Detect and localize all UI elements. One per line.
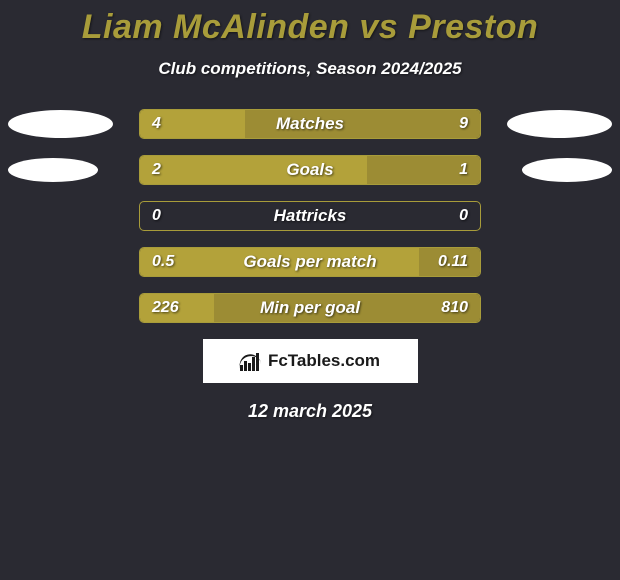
stat-value-left: 0.5 (152, 253, 174, 271)
chart-icon (240, 351, 264, 371)
watermark-box: FcTables.com (203, 339, 418, 383)
stat-value-left: 2 (152, 161, 161, 179)
stat-bar: 226 Min per goal 810 (139, 293, 481, 323)
player-logo-left (8, 158, 98, 182)
stat-row: 226 Min per goal 810 (0, 293, 620, 323)
stat-label: Goals per match (243, 252, 376, 272)
stat-value-left: 4 (152, 115, 161, 133)
player-logo-left (8, 110, 113, 138)
stat-row: 0.5 Goals per match 0.11 (0, 247, 620, 277)
stat-bar: 4 Matches 9 (139, 109, 481, 139)
stat-bar: 0.5 Goals per match 0.11 (139, 247, 481, 277)
stat-row: 4 Matches 9 (0, 109, 620, 139)
stat-label: Matches (276, 114, 344, 134)
stat-value-right: 0.11 (438, 253, 468, 271)
date-label: 12 march 2025 (0, 401, 620, 422)
stat-value-right: 9 (459, 115, 468, 133)
stat-label: Goals (286, 160, 333, 180)
stat-label: Hattricks (274, 206, 347, 226)
stat-value-right: 1 (459, 161, 468, 179)
player-logo-right (522, 158, 612, 182)
page-title: Liam McAlinden vs Preston (0, 8, 620, 47)
stat-value-left: 0 (152, 207, 161, 225)
stat-bar: 0 Hattricks 0 (139, 201, 481, 231)
player-logo-right (507, 110, 612, 138)
stat-label: Min per goal (260, 298, 360, 318)
stat-value-left: 226 (152, 299, 179, 317)
stat-row: 2 Goals 1 (0, 155, 620, 185)
page-subtitle: Club competitions, Season 2024/2025 (0, 59, 620, 79)
stat-bar: 2 Goals 1 (139, 155, 481, 185)
watermark-text: FcTables.com (268, 351, 380, 371)
stat-value-right: 810 (441, 299, 468, 317)
stat-rows: 4 Matches 9 2 Goals 1 0 Hattricks 0 0.5 Goals per … (0, 109, 620, 323)
comparison-infographic: Liam McAlinden vs Preston Club competiti… (0, 0, 620, 422)
stat-value-right: 0 (459, 207, 468, 225)
stat-row: 0 Hattricks 0 (0, 201, 620, 231)
